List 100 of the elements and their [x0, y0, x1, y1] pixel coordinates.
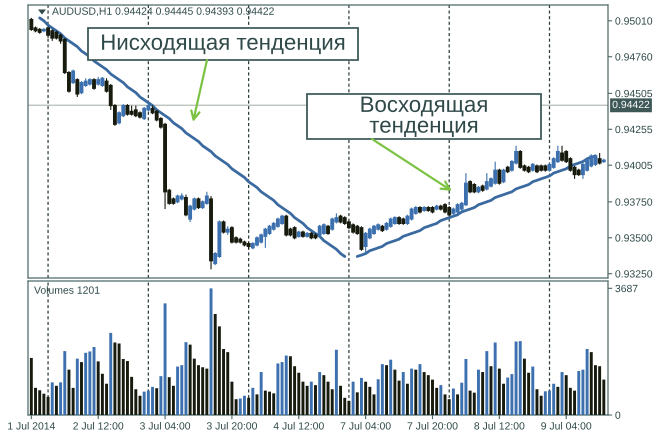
- bar: [264, 390, 267, 415]
- candlestick: [576, 168, 581, 177]
- candlestick: [184, 194, 188, 217]
- candlestick: [75, 78, 80, 98]
- candlestick: [464, 172, 468, 207]
- bar: [464, 358, 468, 415]
- candlestick: [71, 69, 76, 85]
- bar: [494, 342, 497, 415]
- y-tick-label: 0.93500: [615, 234, 652, 242]
- candlestick: [364, 231, 368, 254]
- bar: [560, 372, 564, 415]
- x-tick-label: 8 Jul 12:00: [474, 422, 524, 430]
- x-tick-label: 9 Jul 04:00: [541, 422, 592, 430]
- chart-title: Volumes 1201: [34, 286, 100, 294]
- y-tick-label: 3687: [615, 284, 638, 292]
- candlestick: [92, 78, 96, 90]
- candlestick: [535, 164, 539, 174]
- candlestick: [130, 105, 134, 116]
- candlestick: [88, 78, 92, 86]
- bar: [318, 372, 322, 415]
- bar: [214, 314, 217, 415]
- candlestick: [351, 222, 356, 234]
- bar: [184, 342, 188, 415]
- bar: [113, 342, 116, 415]
- candlestick: [589, 154, 594, 168]
- candlestick: [226, 226, 230, 236]
- candlestick: [314, 232, 318, 240]
- candlestick: [497, 168, 502, 186]
- candlestick: [309, 231, 314, 240]
- candlestick: [401, 217, 406, 226]
- candlestick: [602, 158, 606, 164]
- bar: [92, 346, 96, 415]
- bar: [176, 366, 180, 415]
- chart-title: AUDUSD,H1 0.94424 0.94445 0.94393 0.94422: [52, 7, 274, 16]
- candlestick: [255, 236, 259, 247]
- candlestick: [430, 206, 434, 214]
- bar: [210, 288, 212, 415]
- candlestick: [80, 80, 84, 95]
- candlestick: [418, 206, 422, 214]
- candlestick: [426, 206, 430, 212]
- candlestick: [134, 105, 138, 118]
- candlestick: [476, 185, 480, 194]
- candlestick: [438, 204, 443, 212]
- candlestick: [422, 206, 426, 212]
- candlestick: [222, 220, 226, 234]
- candlestick: [38, 27, 42, 34]
- candlestick: [388, 217, 393, 228]
- candlestick: [384, 221, 388, 232]
- bar: [426, 375, 430, 415]
- bar: [380, 364, 384, 415]
- x-tick-label: 2 Jul 12:00: [73, 422, 124, 430]
- bar: [151, 386, 154, 415]
- candlestick: [502, 168, 506, 184]
- bar: [76, 358, 79, 415]
- bar: [452, 388, 455, 415]
- candlestick: [263, 227, 268, 248]
- candlestick: [468, 180, 472, 194]
- candlestick: [326, 224, 330, 236]
- candlestick: [360, 226, 364, 252]
- bar: [477, 370, 480, 415]
- bar: [201, 367, 204, 415]
- candlestick: [292, 226, 297, 240]
- candlestick: [196, 196, 200, 210]
- bar: [389, 360, 392, 415]
- candlestick: [443, 202, 447, 214]
- bar: [334, 350, 338, 415]
- bar: [556, 386, 560, 415]
- bar: [598, 366, 602, 415]
- candlestick: [434, 204, 439, 212]
- candlestick: [543, 164, 548, 172]
- candlestick: [560, 145, 564, 162]
- candlestick: [209, 196, 213, 270]
- bar: [364, 382, 368, 415]
- candlestick: [539, 164, 544, 172]
- annotation: Восходящая тенденция: [361, 96, 487, 138]
- bar: [536, 389, 538, 415]
- candlestick: [100, 76, 104, 88]
- candlestick: [284, 214, 288, 237]
- bar: [247, 398, 250, 415]
- candlestick: [472, 182, 476, 194]
- candlestick: [376, 222, 380, 232]
- bar: [80, 362, 83, 415]
- bar: [155, 388, 158, 415]
- candlestick: [272, 221, 276, 232]
- candlestick: [50, 28, 54, 42]
- candlestick: [451, 207, 456, 216]
- candlestick: [580, 162, 585, 180]
- bar: [30, 358, 33, 415]
- bar: [88, 351, 92, 415]
- candlestick: [301, 230, 305, 238]
- bar: [406, 384, 409, 415]
- candlestick: [180, 192, 184, 201]
- candlestick: [342, 216, 347, 226]
- candlestick: [594, 154, 598, 166]
- candlestick: [372, 224, 376, 236]
- bar: [188, 344, 192, 415]
- bar: [456, 394, 460, 415]
- bar: [586, 349, 589, 415]
- bar: [444, 394, 446, 415]
- bar: [393, 370, 396, 415]
